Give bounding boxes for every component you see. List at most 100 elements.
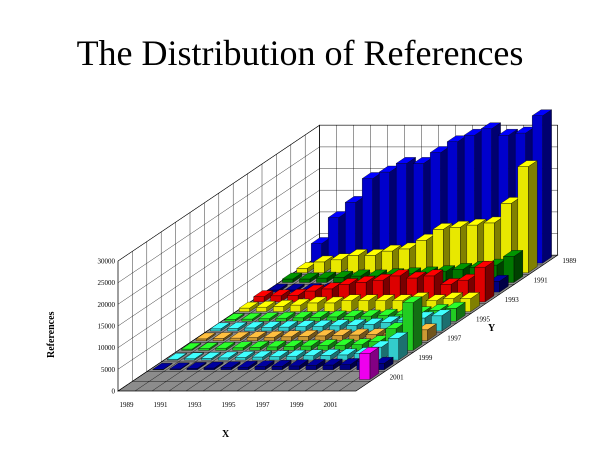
x-axis-label: X: [222, 429, 230, 440]
bar-top-face: [198, 342, 219, 349]
bar-top-face: [315, 271, 337, 279]
bar-top-face: [297, 330, 318, 337]
bar-top-face: [340, 294, 362, 301]
bar-front-face: [300, 345, 312, 351]
bar: [317, 339, 338, 351]
bar: [328, 319, 350, 332]
bar-top-face: [451, 263, 473, 270]
bar: [217, 351, 239, 361]
bar-front-face: [198, 348, 210, 351]
bar-top-face: [232, 341, 253, 348]
bar-top-face: [258, 312, 279, 319]
bar: [297, 329, 318, 342]
bar-front-face: [313, 261, 325, 273]
bar-top-face: [423, 269, 444, 277]
bar-top-face: [224, 313, 245, 320]
bar: [220, 361, 241, 371]
bar-top-face: [362, 318, 384, 325]
bar: [289, 298, 311, 312]
bar-top-face: [186, 362, 207, 369]
bar-front-face: [296, 268, 308, 273]
bar-front-face: [229, 337, 241, 341]
bar: [195, 332, 216, 342]
bar-top-face: [181, 342, 202, 350]
bar-front-face: [184, 358, 195, 361]
bar-front-face: [232, 347, 244, 351]
bar-side-face: [412, 296, 423, 351]
z-tick-label: 0: [112, 388, 116, 396]
bar-top-face: [302, 349, 324, 356]
bar: [255, 300, 277, 312]
bar-front-face: [246, 337, 258, 341]
bar: [531, 109, 553, 264]
z-tick-label: 30000: [98, 258, 116, 266]
bar: [251, 350, 273, 361]
y-tick-label: 1993: [505, 296, 520, 304]
bar: [232, 341, 253, 351]
bar-front-face: [282, 278, 294, 283]
bar-top-face: [292, 311, 313, 318]
bar-top-face: [366, 269, 388, 277]
bar: [229, 331, 250, 342]
bar: [249, 340, 270, 351]
bar-top-face: [305, 359, 326, 366]
bar: [288, 359, 309, 371]
x-tick-label: 2001: [324, 401, 339, 409]
bar-top-face: [381, 244, 402, 252]
z-tick-label: 10000: [98, 344, 116, 352]
bar-top-face: [360, 309, 381, 317]
bar: [277, 320, 299, 332]
bar: [309, 310, 330, 322]
bar: [209, 322, 231, 332]
bar-top-face: [377, 309, 398, 316]
bar: [212, 332, 233, 342]
bar: [203, 361, 224, 371]
z-tick-label: 25000: [98, 279, 116, 287]
bar: [253, 290, 274, 303]
bar-top-face: [288, 359, 309, 367]
bar: [198, 342, 219, 351]
bar-top-face: [358, 347, 380, 354]
bar-front-face: [288, 365, 300, 370]
bar-top-face: [215, 342, 236, 349]
z-tick-label: 15000: [98, 323, 116, 331]
bar-front-face: [215, 348, 227, 351]
bar-top-face: [183, 352, 205, 359]
bar-top-face: [249, 341, 270, 348]
bar-front-face: [239, 307, 250, 312]
bar-front-face: [210, 328, 222, 332]
bar: [319, 348, 341, 361]
bar-top-face: [332, 271, 354, 278]
bar-front-face: [359, 353, 371, 380]
bar-top-face: [430, 309, 452, 316]
bar-front-face: [280, 336, 292, 341]
bar: [266, 340, 287, 351]
bar: [445, 301, 466, 322]
bar-top-face: [209, 322, 231, 329]
bar-front-face: [275, 318, 287, 322]
bar: [166, 352, 188, 361]
bar-top-face: [449, 221, 470, 228]
bar-top-face: [336, 348, 358, 356]
bar-top-face: [166, 353, 188, 360]
bar-top-face: [280, 330, 301, 337]
bar: [275, 311, 296, 322]
bar-front-face: [388, 338, 399, 361]
bar: [336, 348, 358, 361]
bar-front-face: [292, 317, 304, 322]
bar-top-face: [294, 320, 316, 327]
bar-front-face: [249, 347, 261, 351]
bar-top-face: [517, 160, 538, 167]
bar: [358, 347, 380, 380]
bar-side-face: [542, 109, 552, 264]
bar-top-face: [345, 319, 367, 326]
bar: [246, 331, 267, 342]
bar-top-face: [347, 249, 368, 256]
bar-top-face: [432, 223, 453, 230]
bar-top-face: [355, 276, 376, 283]
bar: [305, 359, 326, 371]
bar-front-face: [283, 346, 295, 351]
x-tick-label: 1991: [154, 401, 169, 409]
z-tick-label: 5000: [101, 366, 116, 374]
bar-top-face: [203, 361, 224, 369]
